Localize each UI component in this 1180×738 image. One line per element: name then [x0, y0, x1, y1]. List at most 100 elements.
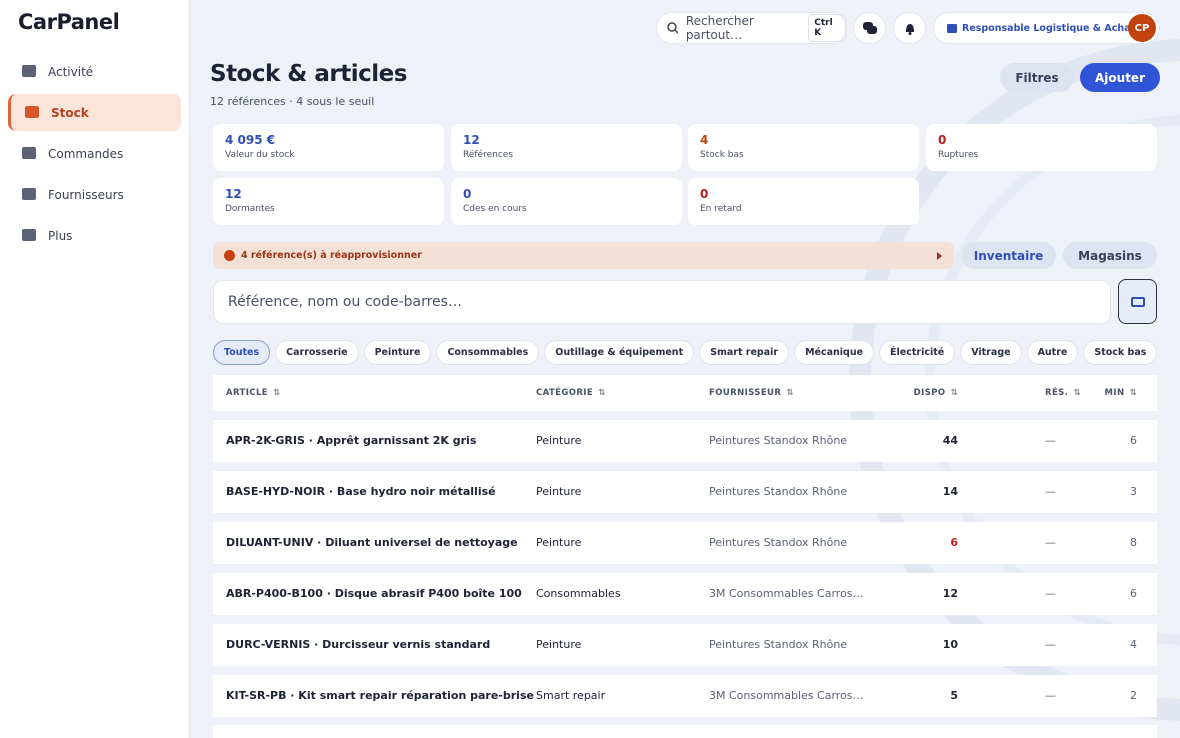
available: 5 [950, 689, 958, 702]
category: Smart repair [536, 689, 606, 702]
filter-chip[interactable]: Toutes [213, 340, 271, 365]
sort-icon[interactable]: ⇅ [1073, 388, 1081, 398]
shortcut: Ctrl K [808, 14, 846, 42]
filter-chip[interactable]: Outillage & équipement [544, 340, 695, 365]
article: BASE-HYD-NOIR · Base hydro noir métallis… [226, 485, 496, 498]
column-header[interactable]: ARTICLE ⇅ [226, 388, 281, 398]
minimum: 6 [1130, 434, 1137, 447]
column-header[interactable]: DISPO ⇅ [913, 388, 958, 398]
available: 6 [950, 536, 958, 549]
sort-icon[interactable]: ⇅ [1129, 388, 1137, 398]
table-row[interactable]: DURC-VERNIS · Durcisseur vernis standard… [213, 624, 1157, 666]
filter-chip[interactable]: Stock bas [1083, 340, 1158, 365]
user-menu[interactable]: Responsable Logistique & Achats CP [933, 12, 1160, 44]
stat-label: Valeur du stock [225, 150, 295, 160]
column-header[interactable]: CATÉGORIE ⇅ [536, 388, 606, 398]
chat-icon [862, 22, 877, 34]
restock-alert[interactable]: 4 référence(s) à réapprovisionner [213, 242, 954, 269]
table-row[interactable]: BASE-HYD-NOIR · Base hydro noir métallis… [213, 471, 1157, 513]
supplier: Peintures Standox Rhône [709, 638, 848, 651]
article: APR-2K-GRIS · Apprêt garnissant 2K gris [226, 434, 477, 447]
table-row[interactable]: APR-2K-GRIS · Apprêt garnissant 2K gris P… [213, 420, 1157, 462]
stat-card: 0 En retard [688, 178, 919, 225]
notifications-button[interactable] [893, 12, 926, 44]
reserved: — [1045, 689, 1056, 702]
minimum: 3 [1130, 485, 1137, 498]
article: ABR-P400-B100 · Disque abrasif P400 boît… [226, 587, 522, 600]
inventory-button[interactable]: Inventaire [961, 242, 1056, 269]
sort-icon[interactable]: ⇅ [272, 388, 281, 398]
category: Peinture [536, 485, 582, 498]
nav-item[interactable]: Plus [8, 217, 181, 254]
article: DURC-VERNIS · Durcisseur vernis standard [226, 638, 491, 651]
available: 12 [942, 587, 958, 600]
scan-button[interactable] [1118, 279, 1157, 324]
sort-icon[interactable]: ⇅ [598, 388, 606, 398]
stat-card: 0 Ruptures [926, 124, 1157, 171]
reserved: — [1045, 485, 1056, 498]
filter-chip[interactable]: Électricité [879, 340, 956, 365]
nav-icon [25, 106, 39, 118]
stat-value: 0 [463, 187, 472, 201]
chat-button[interactable] [853, 12, 886, 44]
minimum: 8 [1130, 536, 1137, 549]
column-header[interactable]: FOURNISSEUR ⇅ [709, 388, 794, 398]
filter-chip[interactable]: Autre [1026, 340, 1079, 365]
stat-label: En retard [700, 204, 742, 214]
minimum: 4 [1130, 638, 1137, 651]
stat-value: 4 [700, 133, 709, 147]
user-role: Responsable Logistique & Achats [962, 22, 1141, 34]
nav-item[interactable]: Commandes [8, 135, 181, 172]
filter-chip[interactable]: Mécanique [794, 340, 875, 365]
sort-icon[interactable]: ⇅ [786, 388, 794, 398]
article: DILUANT-UNIV · Diluant universel de nett… [226, 536, 518, 549]
nav-item[interactable]: Fournisseurs [8, 176, 181, 213]
nav-label: Stock [51, 105, 89, 120]
supplier: 3M Consommables Carros… [709, 587, 864, 600]
filter-chip[interactable]: Consommables [436, 340, 540, 365]
add-button[interactable]: Ajouter [1080, 63, 1160, 92]
stat-value: 0 [700, 187, 709, 201]
stock-search-input[interactable]: Référence, nom ou code-barres… [213, 280, 1111, 324]
page-title: Stock & articles [210, 61, 407, 87]
alert-icon [224, 250, 235, 261]
stat-value: 12 [225, 187, 242, 201]
stores-button[interactable]: Magasins [1063, 242, 1157, 269]
stat-label: Ruptures [938, 150, 979, 160]
nav-label: Fournisseurs [48, 187, 124, 202]
global-search[interactable]: Rechercher partout… Ctrl K [656, 12, 847, 44]
filter-chip[interactable]: Carrosserie [275, 340, 359, 365]
filter-chip[interactable]: Peinture [363, 340, 432, 365]
column-header[interactable]: MIN ⇅ [1104, 388, 1137, 398]
filters-button[interactable]: Filtres [1000, 63, 1074, 92]
nav-item[interactable]: Stock [8, 94, 181, 131]
alert-text: 4 référence(s) à réapprovisionner [241, 250, 422, 261]
table-row[interactable]: KIT-SR-PB · Kit smart repair réparation … [213, 675, 1157, 717]
reserved: — [1045, 434, 1056, 447]
filter-chip[interactable]: Smart repair [699, 340, 790, 365]
nav-item[interactable]: Activité [8, 53, 181, 90]
nav-label: Activité [48, 64, 94, 79]
page-subtitle: 12 références · 4 sous le seuil [210, 95, 375, 108]
minimum: 2 [1130, 689, 1137, 702]
table-row[interactable]: DILUANT-UNIV · Diluant universel de nett… [213, 522, 1157, 564]
stat-value: 0 [938, 133, 947, 147]
nav-icon [22, 229, 36, 241]
table-row[interactable]: ABR-P400-B100 · Disque abrasif P400 boît… [213, 573, 1157, 615]
supplier: 3M Consommables Carros… [709, 689, 864, 702]
available: 10 [942, 638, 958, 651]
filter-chip[interactable]: Vitrage [960, 340, 1022, 365]
category: Consommables [536, 587, 621, 600]
scan-icon [1130, 296, 1145, 307]
nav-icon [22, 188, 36, 200]
column-header[interactable]: RÉS. ⇅ [1045, 388, 1081, 398]
logo[interactable]: CarPanel [18, 10, 120, 34]
supplier: Peintures Standox Rhône [709, 536, 848, 549]
reserved: — [1045, 638, 1056, 651]
category: Peinture [536, 638, 582, 651]
table-row-partial [213, 725, 1157, 738]
sort-icon[interactable]: ⇅ [950, 388, 958, 398]
org-icon [947, 23, 957, 33]
stat-card: 4 Stock bas [688, 124, 919, 171]
